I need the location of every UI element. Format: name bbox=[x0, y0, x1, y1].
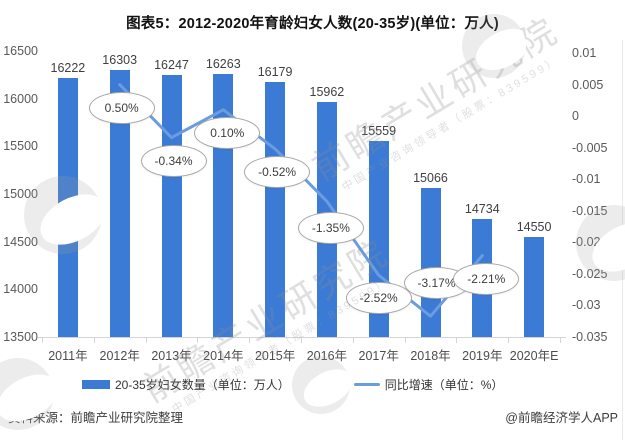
growth-rate-callout: 0.50% bbox=[88, 91, 155, 124]
growth-rate-callout: -0.52% bbox=[244, 155, 311, 188]
bar-women-count bbox=[420, 187, 441, 337]
growth-rate-callout: 0.10% bbox=[194, 116, 261, 149]
bar-value-label: 15962 bbox=[309, 85, 345, 100]
x-axis-category-label: 2018年 bbox=[410, 349, 451, 363]
bar-value-label: 16179 bbox=[257, 64, 293, 79]
bar-value-label: 16222 bbox=[50, 60, 86, 75]
x-axis-tick bbox=[93, 338, 95, 343]
right-axis-tick-label: -0.03 bbox=[572, 298, 601, 313]
line-swatch-icon bbox=[353, 383, 380, 386]
right-axis-tick-label: -0.005 bbox=[572, 140, 608, 155]
left-axis-tick-label: 14000 bbox=[3, 282, 38, 297]
right-axis-tick-label: -0.02 bbox=[572, 235, 601, 250]
x-axis-tick bbox=[508, 338, 510, 343]
legend-item-line-series: 同比增速（单位：%） bbox=[353, 376, 504, 393]
right-axis-tick-label: -0.015 bbox=[572, 203, 608, 218]
x-axis-category-label: 2019年 bbox=[462, 349, 503, 363]
growth-rate-callout: -2.21% bbox=[453, 262, 520, 295]
x-axis-category-label: 2015年 bbox=[254, 349, 296, 363]
left-axis-tick-label: 14500 bbox=[3, 234, 38, 249]
x-axis-category-label: 2011年 bbox=[48, 349, 88, 363]
credit-note: @前瞻经济学人APP bbox=[505, 411, 618, 425]
legend: 20-35岁妇女数量（单位：万人） 同比增速（单位：%） bbox=[82, 376, 503, 393]
bar-value-label: 14550 bbox=[516, 219, 552, 234]
right-axis-tick-label: -0.025 bbox=[572, 266, 608, 281]
x-axis-category-label: 2012年 bbox=[99, 349, 140, 363]
figure-right-border bbox=[622, 40, 623, 440]
right-axis-tick-label: 0.005 bbox=[572, 77, 604, 92]
footer: 资料来源：前瞻产业研究院整理 @前瞻经济学人APP bbox=[8, 407, 618, 426]
x-axis-category-label: 2014年 bbox=[203, 349, 244, 363]
source-note: 资料来源：前瞻产业研究院整理 bbox=[8, 411, 184, 425]
bar-value-label: 15559 bbox=[361, 123, 397, 138]
x-axis-category-label: 2020年E bbox=[509, 349, 559, 363]
x-axis-tick bbox=[456, 338, 458, 343]
x-axis-tick bbox=[301, 338, 302, 343]
growth-rate-callout: -0.34% bbox=[140, 144, 207, 177]
bar-women-count bbox=[57, 77, 78, 337]
bar-value-label: 16247 bbox=[154, 58, 189, 73]
x-axis-tick bbox=[42, 338, 43, 343]
left-axis-tick-label: 16500 bbox=[3, 44, 38, 58]
right-axis-tick-label: 0 bbox=[572, 109, 579, 124]
right-axis-tick-label: -0.035 bbox=[572, 330, 608, 344]
x-axis-line bbox=[38, 337, 566, 338]
x-axis-category-label: 2017年 bbox=[358, 349, 399, 363]
bar-value-label: 15066 bbox=[413, 170, 448, 185]
x-axis-tick bbox=[560, 338, 561, 343]
bar-women-count bbox=[161, 75, 182, 337]
bar-swatch-icon bbox=[82, 380, 110, 389]
bar-value-label: 16303 bbox=[102, 52, 138, 67]
left-axis-tick-label: 16000 bbox=[3, 91, 38, 106]
x-axis-tick bbox=[352, 338, 354, 343]
right-axis-tick-label: -0.01 bbox=[572, 172, 601, 187]
bar-women-count bbox=[524, 236, 545, 337]
x-axis-tick bbox=[404, 338, 406, 343]
chart-title: 图表5：2012-2020年育龄妇女人数(20-35岁)(单位：万人) bbox=[126, 16, 499, 32]
x-axis-tick bbox=[197, 338, 199, 343]
x-axis-category-label: 2016年 bbox=[306, 349, 348, 363]
left-axis-tick-label: 15000 bbox=[3, 187, 38, 201]
bar-value-label: 14734 bbox=[464, 202, 500, 217]
x-axis-tick bbox=[145, 338, 147, 343]
bar-value-label: 16263 bbox=[205, 56, 241, 71]
bar-women-count bbox=[109, 69, 130, 337]
legend-label: 20-35岁妇女数量（单位：万人） bbox=[115, 378, 290, 392]
legend-item-bar-series: 20-35岁妇女数量（单位：万人） bbox=[82, 376, 290, 393]
growth-rate-callout: -2.52% bbox=[345, 282, 412, 315]
left-axis-tick-label: 13500 bbox=[3, 330, 38, 344]
legend-label: 同比增速（单位：%） bbox=[384, 378, 504, 392]
left-axis-tick-label: 15500 bbox=[3, 139, 38, 154]
x-axis-category-label: 2013年 bbox=[151, 349, 192, 363]
growth-rate-callout: -1.35% bbox=[297, 212, 364, 245]
x-axis-tick bbox=[249, 338, 251, 343]
right-axis-tick-label: 0.01 bbox=[572, 46, 597, 60]
